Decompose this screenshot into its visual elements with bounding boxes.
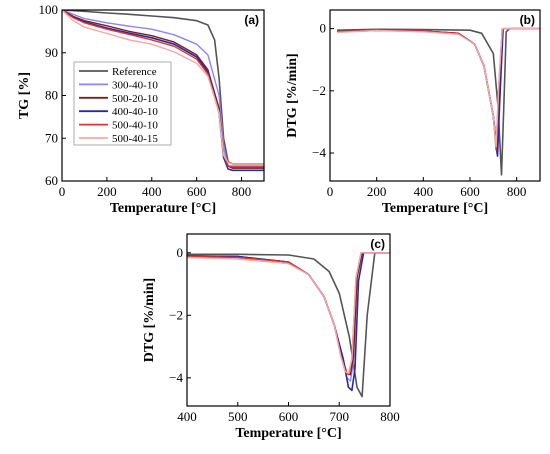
y-tick-label: −4 xyxy=(169,370,183,385)
plot-frame xyxy=(329,9,541,182)
panel-label: (c) xyxy=(370,237,385,251)
x-tick-label: 800 xyxy=(232,184,252,199)
series-line-300-40-10 xyxy=(336,28,540,154)
series-line-Reference xyxy=(187,252,390,398)
y-tick-label: −4 xyxy=(312,145,326,160)
x-tick-label: 600 xyxy=(279,409,299,424)
chart-panel-b: 0 200 400 600 800 0 −2 −4 Temperature [°C] DTG [%… xyxy=(285,9,541,216)
series-line-400-40-10 xyxy=(336,27,540,157)
legend-item: 300-40-10 xyxy=(112,79,158,91)
y-axis-title: DTG [%/min] xyxy=(285,53,300,137)
series-line-500-40-15 xyxy=(187,252,390,374)
x-tick-label: 700 xyxy=(330,409,350,424)
series-line-500-40-10 xyxy=(62,10,264,168)
series-line-500-40-15 xyxy=(336,28,540,148)
x-tick-label: 400 xyxy=(414,184,434,199)
series-line-400-40-10 xyxy=(62,10,264,172)
x-tick-label: 0 xyxy=(327,184,334,199)
x-axis-title: Temperature [°C] xyxy=(110,201,216,216)
y-tick-label: 70 xyxy=(45,130,58,145)
x-axis-title: Temperature [°C] xyxy=(235,426,341,441)
chart-panel-c: 400 500 600 700 800 0 −2 −4 Temperature [°C] DTG … xyxy=(142,233,400,441)
x-tick-label: 200 xyxy=(367,184,387,199)
legend-item: 500-40-15 xyxy=(112,133,158,145)
legend-item: 400-40-10 xyxy=(112,106,158,118)
y-axis-title: DTG [%/min] xyxy=(142,278,157,362)
x-tick-label: 600 xyxy=(187,184,207,199)
y-tick-label: −2 xyxy=(169,307,183,322)
x-tick-label: 400 xyxy=(177,409,197,424)
y-tick-label: 0 xyxy=(320,21,327,36)
series-line-500-40-15 xyxy=(62,10,264,165)
x-tick-label: 800 xyxy=(380,409,400,424)
y-tick-label: 100 xyxy=(39,2,59,17)
series-line-500-40-10 xyxy=(336,28,540,151)
x-axis-title: Temperature [°C] xyxy=(382,201,488,216)
legend-item: 500-20-10 xyxy=(112,93,158,105)
x-tick-label: 500 xyxy=(228,409,248,424)
series-group xyxy=(187,252,390,398)
x-tick-label: 600 xyxy=(460,184,480,199)
x-tick-label: 800 xyxy=(507,184,527,199)
series-line-400-40-10 xyxy=(187,252,390,392)
series-line-500-20-10 xyxy=(336,28,540,148)
series-line-Reference xyxy=(336,27,540,176)
panel-label: (b) xyxy=(520,13,535,27)
y-tick-label: 60 xyxy=(45,173,58,188)
x-tick-label: 200 xyxy=(97,184,117,199)
chart-panel-a: 0 200 400 600 800 60 70 80 90 100 Temperature [°C]… xyxy=(17,2,265,216)
y-tick-label: 90 xyxy=(45,45,58,60)
legend-item: Reference xyxy=(112,66,157,78)
legend-item: 500-40-10 xyxy=(112,120,158,132)
x-tick-label: 400 xyxy=(142,184,162,199)
y-axis-title: TG [%] xyxy=(17,72,32,119)
series-group xyxy=(62,10,264,172)
x-tick-label: 0 xyxy=(59,184,66,199)
y-tick-label: −2 xyxy=(312,83,326,98)
y-tick-label: 0 xyxy=(177,245,184,260)
y-tick-label: 80 xyxy=(45,88,58,103)
series-group xyxy=(336,27,540,176)
panel-label: (a) xyxy=(244,13,259,27)
legend-box xyxy=(73,61,172,146)
series-line-Reference xyxy=(62,10,264,165)
